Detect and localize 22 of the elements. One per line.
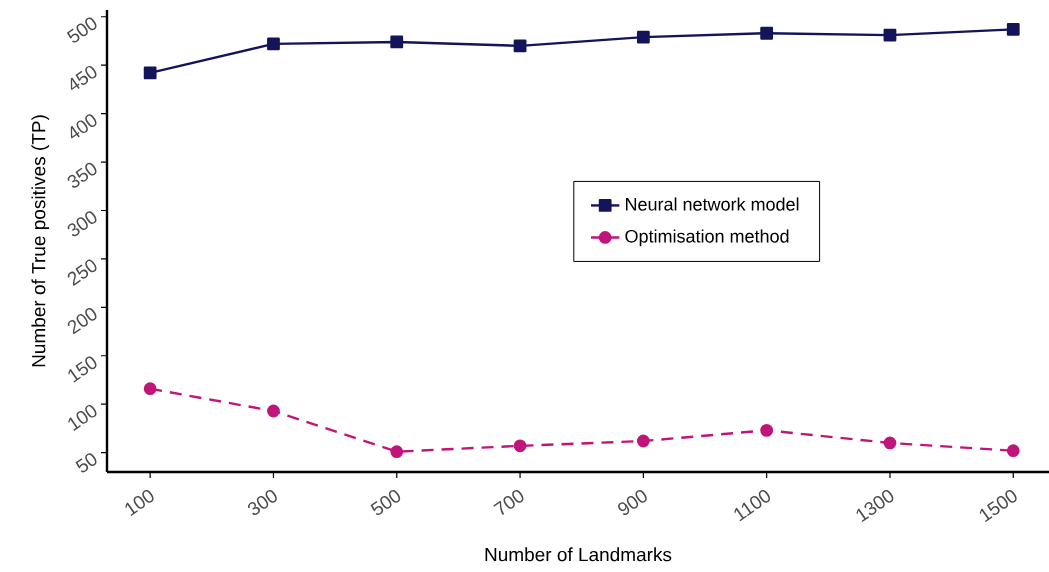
x-tick-label: 500: [370, 489, 401, 516]
y-tick-label: 400: [70, 114, 97, 139]
x-tick-label: 1500: [979, 489, 1017, 523]
y-tick-label: 300: [67, 211, 97, 237]
y-tick-label: 150: [68, 356, 97, 383]
x-tick-label: 300: [247, 489, 277, 516]
x-axis-title: Number of Landmarks: [485, 547, 672, 562]
x-tick-label: 700: [493, 489, 524, 515]
y-tick-label: 100: [68, 404, 97, 431]
y-axis-title: Number of True positives (TP): [31, 115, 50, 367]
x-tick-label: 100: [125, 489, 154, 517]
y-tick-label: 50: [75, 453, 97, 473]
y-tick-label: 250: [67, 259, 97, 286]
y-tick-label: 500: [66, 17, 97, 43]
legend-label: Neural network model: [625, 197, 799, 211]
x-tick-label: 900: [617, 489, 647, 516]
y-tick-label: 200: [67, 308, 97, 335]
legend-label: Optimisation method: [625, 229, 789, 247]
x-tick-label: 1100: [734, 489, 771, 522]
y-tick-label: 350: [67, 162, 97, 188]
y-tick-label: 450: [70, 65, 97, 91]
x-tick-label: 1300: [856, 489, 894, 523]
